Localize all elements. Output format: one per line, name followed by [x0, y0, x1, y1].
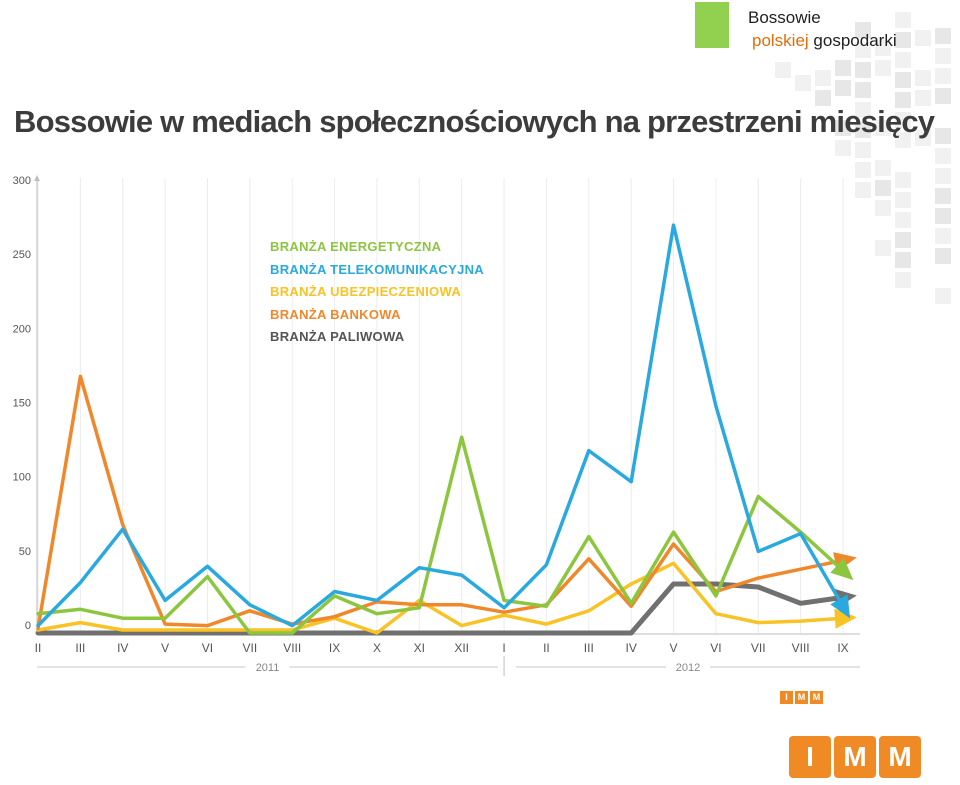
- imm-logo-small: I M M: [780, 691, 825, 704]
- series-line: [36, 223, 845, 628]
- x-tick-label: III: [75, 641, 85, 655]
- x-tick-label: V: [670, 641, 678, 655]
- y-tick-label: 200: [13, 323, 31, 335]
- y-tick-label: 300: [13, 175, 31, 187]
- x-tick-label: IX: [837, 641, 848, 655]
- x-tick-label: VIII: [283, 641, 301, 655]
- logo-letter: I: [789, 736, 831, 778]
- y-axis-arrow: [34, 175, 40, 181]
- logo-letter: M: [879, 736, 921, 778]
- x-tick-label: IX: [329, 641, 340, 655]
- y-tick-label: 0: [25, 620, 31, 632]
- x-tick-label: XI: [414, 641, 425, 655]
- brand-tagline-accent: polskiej: [752, 31, 809, 50]
- series-line: [36, 561, 845, 635]
- x-tick-label: VII: [751, 641, 766, 655]
- imm-logo: I M M: [789, 736, 924, 778]
- x-tick-label: II: [35, 641, 42, 655]
- y-tick-label: 250: [13, 249, 31, 261]
- series-arrowhead: [830, 557, 854, 581]
- brand-square: [695, 2, 729, 48]
- logo-letter: M: [834, 736, 876, 778]
- x-tick-label: VII: [243, 641, 258, 655]
- chart-title: Bossowie w mediach społecznościowych na …: [14, 104, 935, 139]
- x-tick-label: V: [161, 641, 169, 655]
- x-tick-label: IV: [117, 641, 128, 655]
- series-arrowhead: [834, 608, 857, 629]
- x-tick-label: XII: [454, 641, 469, 655]
- logo-small-letter: M: [810, 691, 823, 704]
- x-tick-label: X: [373, 641, 381, 655]
- legend-item-bankowa: BRANŻA BANKOWA: [270, 306, 401, 322]
- x-tick-label: VIII: [792, 641, 810, 655]
- brand-name: Bossowie: [748, 8, 821, 27]
- x-tick-label: I: [502, 641, 505, 655]
- series-line: [36, 435, 845, 635]
- year-label: 2011: [256, 662, 280, 674]
- legend-item-telekomunikacyjna: BRANŻA TELEKOMUNIKACYJNA: [270, 261, 484, 277]
- y-tick-label: 100: [13, 472, 31, 484]
- logo-small-letter: M: [795, 691, 808, 704]
- logo-small-letter: I: [780, 691, 793, 704]
- legend-item-paliwowa: BRANŻA PALIWOWA: [270, 329, 405, 344]
- brand-tagline-rest: gospodarki: [808, 31, 897, 50]
- x-tick-label: VI: [202, 641, 213, 655]
- y-tick-label: 150: [13, 398, 31, 410]
- legend-item-energetyczna: BRANŻA ENERGETYCZNA: [270, 239, 442, 254]
- x-tick-label: III: [584, 641, 594, 655]
- series-arrowhead: [830, 594, 851, 619]
- x-tick-label: IV: [625, 641, 636, 655]
- x-tick-label: II: [543, 641, 550, 655]
- legend-item-ubezpieczeniowa: BRANŻA UBEZPIECZENIOWA: [270, 284, 462, 299]
- chart-legend: BRANŻA ENERGETYCZNA BRANŻA TELEKOMUNIKAC…: [270, 238, 484, 351]
- x-tick-label: VI: [710, 641, 721, 655]
- year-label: 2012: [676, 662, 700, 674]
- brand-tagline: polskiej gospodarki: [752, 31, 897, 51]
- y-tick-label: 50: [19, 546, 31, 558]
